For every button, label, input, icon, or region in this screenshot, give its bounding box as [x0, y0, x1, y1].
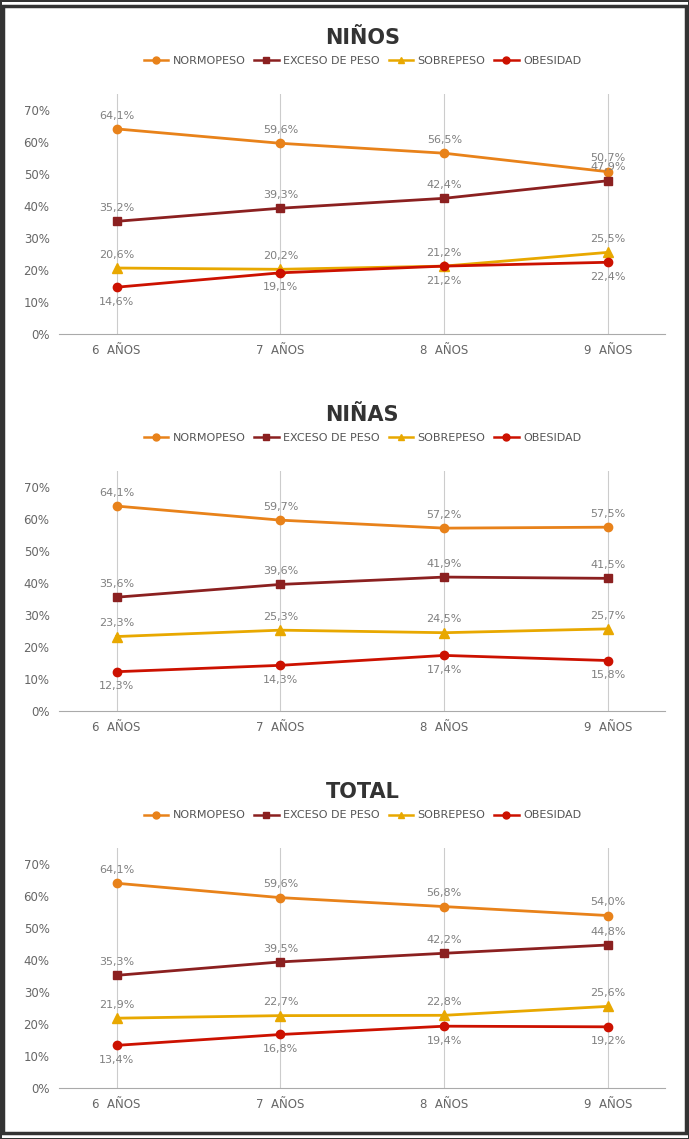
Text: 19,1%: 19,1% — [263, 282, 298, 293]
Text: 57,2%: 57,2% — [426, 510, 462, 519]
Text: 19,2%: 19,2% — [590, 1036, 626, 1047]
Text: 59,6%: 59,6% — [263, 879, 298, 890]
Text: 14,3%: 14,3% — [263, 674, 298, 685]
Text: 41,5%: 41,5% — [590, 560, 626, 570]
Text: 35,2%: 35,2% — [99, 203, 134, 213]
Text: 59,6%: 59,6% — [263, 125, 298, 134]
Text: 21,2%: 21,2% — [426, 276, 462, 286]
Text: 39,5%: 39,5% — [263, 943, 298, 953]
Text: 23,3%: 23,3% — [99, 618, 134, 629]
Text: 57,5%: 57,5% — [590, 509, 626, 519]
Text: 35,3%: 35,3% — [99, 957, 134, 967]
Legend: NORMOPESO, EXCESO DE PESO, SOBREPESO, OBESIDAD: NORMOPESO, EXCESO DE PESO, SOBREPESO, OB… — [139, 51, 586, 71]
Text: 64,1%: 64,1% — [99, 865, 134, 875]
Text: 12,3%: 12,3% — [99, 681, 134, 691]
Text: 47,9%: 47,9% — [590, 163, 626, 172]
Text: 59,7%: 59,7% — [263, 502, 298, 511]
Text: 56,8%: 56,8% — [426, 888, 462, 899]
Text: 14,6%: 14,6% — [99, 296, 134, 306]
Text: 35,6%: 35,6% — [99, 579, 134, 589]
Text: 25,6%: 25,6% — [590, 988, 626, 998]
Text: 64,1%: 64,1% — [99, 110, 134, 121]
Title: TOTAL: TOTAL — [325, 782, 400, 802]
Text: 42,2%: 42,2% — [426, 935, 462, 945]
Text: 20,6%: 20,6% — [99, 249, 134, 260]
Text: 56,5%: 56,5% — [426, 134, 462, 145]
Text: 39,3%: 39,3% — [263, 190, 298, 199]
Legend: NORMOPESO, EXCESO DE PESO, SOBREPESO, OBESIDAD: NORMOPESO, EXCESO DE PESO, SOBREPESO, OB… — [139, 806, 586, 825]
Text: 22,4%: 22,4% — [590, 272, 626, 281]
Legend: NORMOPESO, EXCESO DE PESO, SOBREPESO, OBESIDAD: NORMOPESO, EXCESO DE PESO, SOBREPESO, OB… — [139, 428, 586, 448]
Text: 13,4%: 13,4% — [99, 1055, 134, 1065]
Text: 21,9%: 21,9% — [99, 1000, 134, 1010]
Text: 54,0%: 54,0% — [590, 898, 626, 907]
Text: 25,5%: 25,5% — [590, 233, 626, 244]
Text: 44,8%: 44,8% — [590, 927, 626, 936]
Text: 16,8%: 16,8% — [263, 1044, 298, 1054]
Text: 25,3%: 25,3% — [263, 612, 298, 622]
Text: 19,4%: 19,4% — [426, 1035, 462, 1046]
Text: 41,9%: 41,9% — [426, 559, 462, 568]
Text: 42,4%: 42,4% — [426, 180, 462, 190]
Text: 39,6%: 39,6% — [263, 566, 298, 576]
Title: NIÑOS: NIÑOS — [325, 28, 400, 48]
Text: 25,7%: 25,7% — [590, 611, 626, 621]
Text: 24,5%: 24,5% — [426, 614, 462, 624]
Text: 15,8%: 15,8% — [590, 670, 626, 680]
Text: 22,8%: 22,8% — [426, 997, 462, 1007]
Text: 20,2%: 20,2% — [263, 251, 298, 261]
Text: 64,1%: 64,1% — [99, 487, 134, 498]
Text: 21,2%: 21,2% — [426, 248, 462, 257]
Text: 22,7%: 22,7% — [263, 998, 298, 1007]
Text: 17,4%: 17,4% — [426, 665, 462, 675]
Title: NIÑAS: NIÑAS — [326, 405, 399, 425]
Text: 50,7%: 50,7% — [590, 154, 626, 163]
